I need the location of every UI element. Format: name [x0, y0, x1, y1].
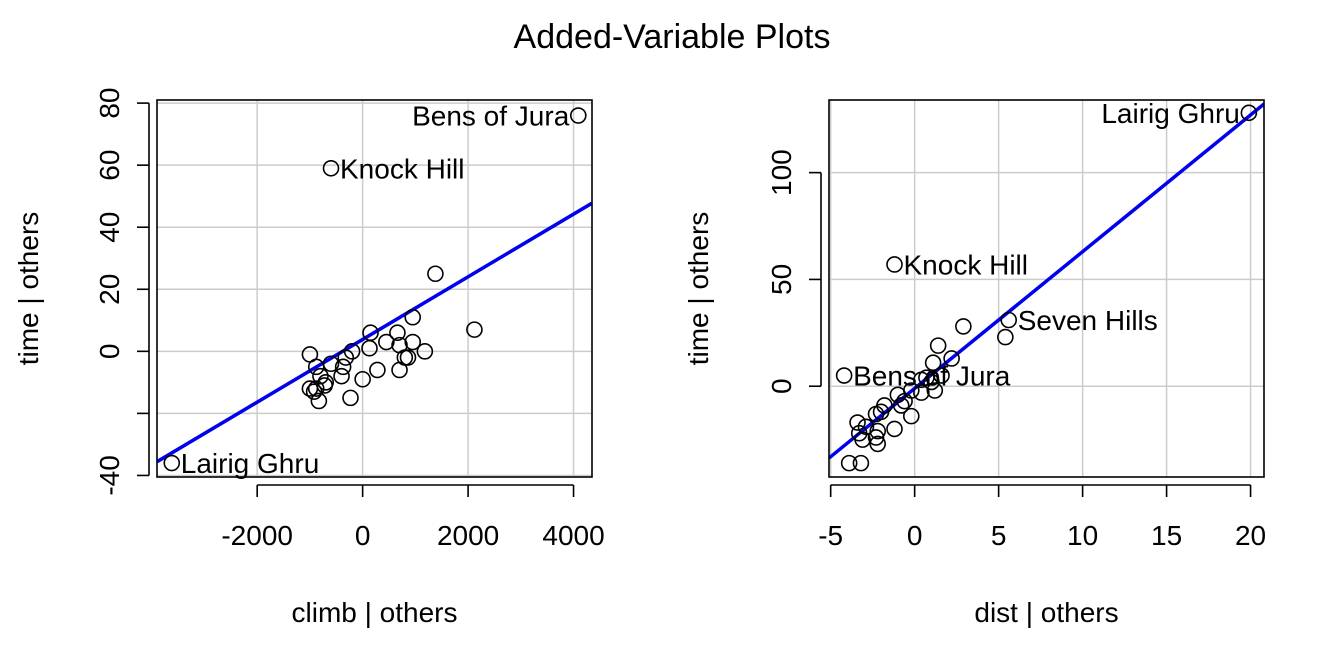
data-point [869, 435, 887, 453]
data-point [569, 107, 587, 124]
data-point [924, 354, 942, 372]
y-tick-label: 80 [94, 88, 125, 119]
data-point [427, 265, 444, 283]
data-point [163, 454, 181, 472]
data-point [307, 358, 325, 376]
data-point [854, 431, 871, 448]
point-label: Bens of Jura [853, 361, 1011, 392]
data-point [354, 370, 371, 388]
point-label: Lairig Ghru [1101, 98, 1240, 129]
plot-frame [156, 99, 593, 478]
data-point [886, 256, 903, 273]
y-tick-label: -40 [94, 455, 125, 495]
y-tick-label: 60 [94, 150, 125, 181]
y-axis-title: time | others [13, 212, 44, 366]
point-label: Lairig Ghru [181, 448, 320, 479]
data-point [404, 333, 422, 351]
data-point [955, 318, 972, 335]
data-point [1240, 104, 1258, 122]
data-point [416, 343, 434, 360]
data-point [867, 429, 885, 446]
climb-added-variable-panel: Bens of Jura Knock Hill Lairig Ghru -2000 0 2… [13, 88, 605, 628]
data-point [391, 361, 408, 379]
point-label: Knock Hill [340, 153, 464, 184]
y-tick-label: 50 [766, 264, 797, 295]
data-point [852, 454, 870, 472]
data-point [997, 328, 1014, 346]
data-point [913, 371, 930, 389]
regression-fit-line [829, 102, 1264, 460]
x-tick-label: -5 [818, 520, 843, 551]
data-point [389, 324, 406, 342]
data-point [913, 384, 930, 401]
data-point [943, 350, 960, 367]
point-label: Seven Hills [1018, 305, 1158, 336]
x-tick-label: 15 [1151, 520, 1182, 551]
data-point [312, 367, 329, 385]
regression-fit-line [157, 201, 592, 464]
data-point [902, 407, 920, 425]
x-tick-label: 4000 [542, 520, 604, 551]
y-tick-label: 40 [94, 212, 125, 243]
data-point [835, 367, 853, 384]
data-point [322, 159, 340, 177]
figure-title: Added-Variable Plots [514, 18, 831, 56]
data-point [840, 454, 858, 472]
data-point [337, 349, 355, 366]
data-point [333, 367, 350, 385]
data-point [404, 308, 422, 326]
x-tick-label: 0 [907, 520, 923, 551]
x-tick-label: 5 [991, 520, 1007, 551]
data-point [896, 392, 913, 410]
data-point [892, 397, 910, 414]
data-point [1000, 311, 1018, 329]
data-point [926, 382, 944, 399]
data-point [310, 392, 328, 410]
data-point [361, 339, 378, 357]
data-point [301, 380, 319, 397]
data-point [307, 380, 325, 397]
x-axis-title: dist | others [974, 597, 1118, 628]
data-point [869, 422, 887, 440]
y-tick-label: 100 [766, 149, 797, 196]
data-point [369, 361, 386, 379]
data-point [849, 414, 866, 431]
data-point [343, 343, 361, 360]
data-point [334, 358, 352, 376]
y-tick-label: 0 [94, 344, 125, 360]
point-label: Bens of Jura [412, 101, 570, 132]
x-tick-label: 0 [355, 520, 371, 551]
x-tick-label: 20 [1235, 520, 1266, 551]
x-tick-label: -2000 [221, 520, 293, 551]
point-label: Knock Hill [904, 249, 1028, 280]
data-point [923, 373, 940, 391]
x-tick-label: 10 [1067, 520, 1098, 551]
data-point [342, 389, 359, 407]
data-point [378, 333, 395, 351]
x-axis-title: climb | others [292, 597, 458, 628]
y-tick-label: 0 [766, 378, 797, 394]
x-tick-label: 2000 [437, 520, 499, 551]
y-tick-label: 20 [94, 274, 125, 305]
data-point [305, 383, 323, 400]
data-point [466, 321, 483, 338]
data-point [399, 349, 417, 366]
data-point [886, 420, 903, 438]
data-point [929, 337, 947, 354]
y-axis-title: time | others [683, 212, 714, 366]
data-point [867, 405, 885, 423]
plot-frame [828, 99, 1265, 478]
